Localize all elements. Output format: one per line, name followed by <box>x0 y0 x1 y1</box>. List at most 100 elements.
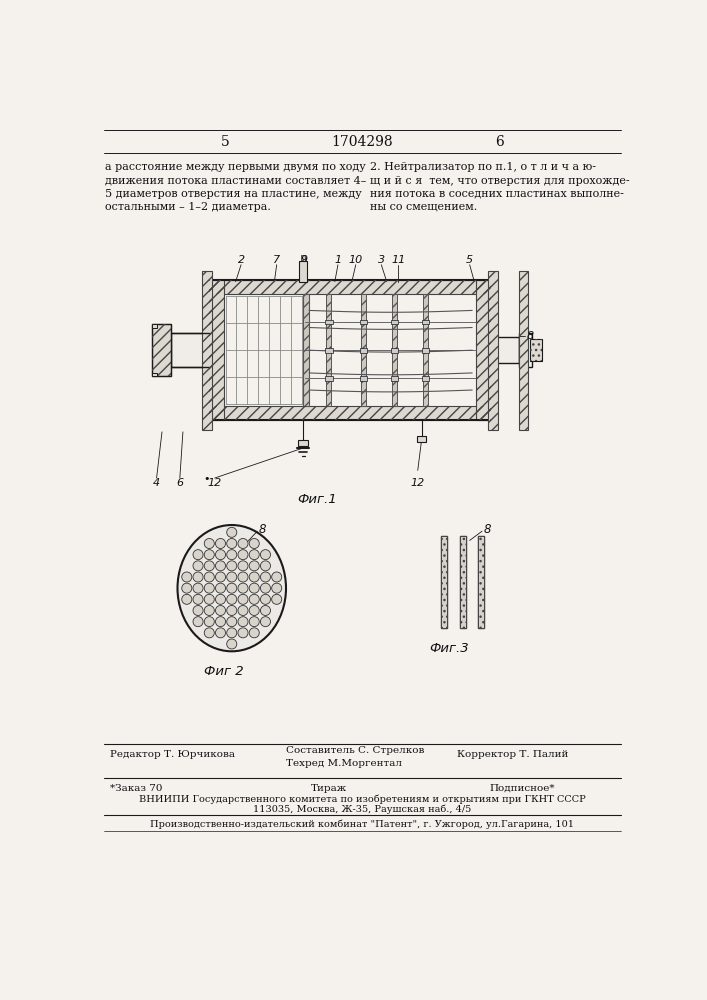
Text: Редактор Т. Юрчикова: Редактор Т. Юрчикова <box>110 750 235 759</box>
Bar <box>303 294 309 406</box>
Circle shape <box>216 605 226 615</box>
Bar <box>209 280 224 420</box>
Circle shape <box>216 561 226 571</box>
Bar <box>209 280 224 420</box>
Circle shape <box>249 561 259 571</box>
Text: 8: 8 <box>526 331 533 341</box>
Bar <box>478 536 484 628</box>
Circle shape <box>227 628 237 638</box>
Bar <box>441 536 448 628</box>
Bar <box>360 376 368 381</box>
Text: Фиг.1: Фиг.1 <box>297 493 337 506</box>
Circle shape <box>216 550 226 560</box>
Bar <box>478 536 484 628</box>
Text: Подписное*: Подписное* <box>490 784 555 793</box>
Text: 8: 8 <box>259 523 267 536</box>
Circle shape <box>249 628 259 638</box>
Bar <box>152 324 171 376</box>
Circle shape <box>204 594 214 604</box>
Bar <box>361 294 366 406</box>
Bar <box>298 440 308 446</box>
Bar <box>460 536 466 628</box>
Circle shape <box>271 572 281 582</box>
Bar <box>530 339 542 361</box>
Circle shape <box>227 594 237 604</box>
Bar <box>327 294 331 406</box>
Text: 5: 5 <box>466 255 473 265</box>
Bar <box>152 373 158 376</box>
Text: Фиг.3: Фиг.3 <box>429 642 469 655</box>
Text: 9: 9 <box>300 255 308 265</box>
Bar <box>202 271 211 430</box>
Bar <box>391 348 398 353</box>
Circle shape <box>204 617 214 627</box>
Circle shape <box>249 538 259 549</box>
Text: 1: 1 <box>334 255 341 265</box>
Circle shape <box>193 583 203 593</box>
Text: 4: 4 <box>153 478 160 488</box>
Bar <box>421 348 429 353</box>
Bar <box>209 280 491 294</box>
Circle shape <box>204 550 214 560</box>
Bar <box>300 255 305 262</box>
Bar <box>489 271 498 430</box>
Bar <box>478 536 484 628</box>
Circle shape <box>182 583 192 593</box>
Circle shape <box>204 583 214 593</box>
Bar <box>530 339 542 361</box>
Circle shape <box>204 572 214 582</box>
Text: 12: 12 <box>411 478 425 488</box>
Circle shape <box>193 594 203 604</box>
Bar <box>171 333 209 367</box>
Text: 6: 6 <box>495 135 503 149</box>
Circle shape <box>260 583 271 593</box>
Circle shape <box>249 550 259 560</box>
Circle shape <box>227 550 237 560</box>
Circle shape <box>260 550 271 560</box>
Text: Фиг 2: Фиг 2 <box>204 665 244 678</box>
Bar <box>441 536 448 628</box>
Circle shape <box>193 550 203 560</box>
Bar <box>460 536 466 628</box>
Bar <box>361 294 366 406</box>
Ellipse shape <box>177 525 286 651</box>
Bar <box>300 255 305 262</box>
Text: 8: 8 <box>484 523 491 536</box>
Circle shape <box>182 572 192 582</box>
Bar <box>202 271 211 430</box>
Bar <box>209 406 491 420</box>
Text: Производственно-издательский комбинат "Патент", г. Ужгород, ул.Гагарина, 101: Производственно-издательский комбинат "П… <box>150 819 574 829</box>
Bar <box>421 376 429 381</box>
Circle shape <box>238 572 248 582</box>
Text: Тираж: Тираж <box>310 784 346 793</box>
Circle shape <box>216 572 226 582</box>
Text: 7: 7 <box>273 255 280 265</box>
Text: Составитель С. Стрелков
Техред М.Моргентал: Составитель С. Стрелков Техред М.Моргент… <box>286 746 424 768</box>
Bar <box>303 294 309 406</box>
Bar <box>421 320 429 324</box>
Circle shape <box>227 538 237 549</box>
Circle shape <box>227 583 237 593</box>
Text: 10: 10 <box>349 255 363 265</box>
Bar <box>491 337 518 363</box>
Circle shape <box>204 628 214 638</box>
Bar <box>152 324 158 328</box>
Bar <box>518 271 528 430</box>
Bar <box>325 348 332 353</box>
Circle shape <box>193 605 203 615</box>
Circle shape <box>193 561 203 571</box>
Bar <box>152 324 171 376</box>
Text: 11: 11 <box>391 255 406 265</box>
Circle shape <box>260 617 271 627</box>
Bar <box>325 376 332 381</box>
Circle shape <box>238 594 248 604</box>
Circle shape <box>249 617 259 627</box>
Bar <box>518 333 532 367</box>
Circle shape <box>238 628 248 638</box>
Circle shape <box>249 594 259 604</box>
Bar <box>476 280 491 420</box>
Text: *Заказ 70: *Заказ 70 <box>110 784 163 793</box>
Bar <box>392 294 397 406</box>
Text: ВНИИПИ Государственного комитета по изобретениям и открытиям при ГКНТ СССР: ВНИИПИ Государственного комитета по изоб… <box>139 795 585 804</box>
Text: 1704298: 1704298 <box>331 135 393 149</box>
